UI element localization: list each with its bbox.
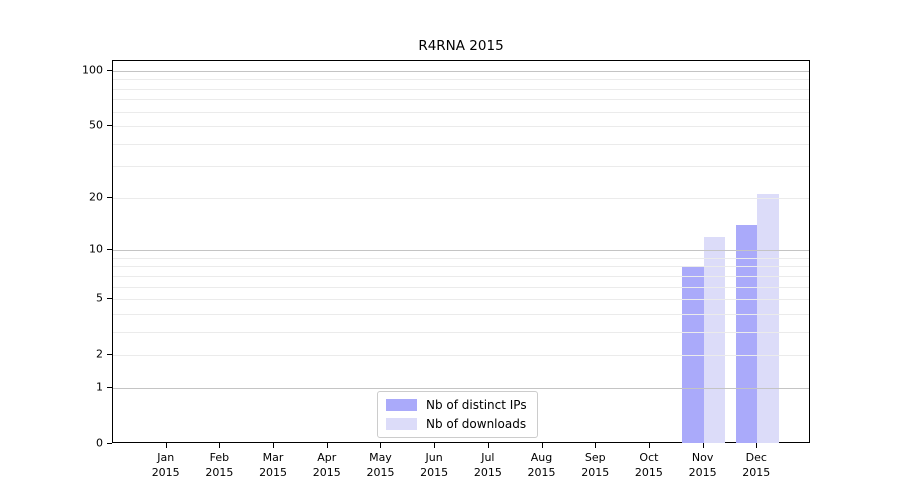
x-tick-label-mar: Mar 2015	[259, 451, 288, 479]
legend-row-distinct-ips: Nb of distinct IPs	[386, 398, 527, 412]
y-tick-mark	[107, 196, 112, 198]
gridline-minor	[113, 331, 809, 333]
bar-distinct-ips-nov	[682, 266, 704, 443]
x-tick-label-jul: Jul 2015	[473, 451, 502, 479]
legend-swatch-downloads	[386, 418, 417, 430]
y-tick-label: 5	[96, 291, 103, 305]
gridline-major	[113, 387, 809, 389]
x-tick-mark	[273, 443, 275, 448]
plot-area	[112, 60, 810, 443]
gridline-minor	[113, 99, 809, 101]
gridline-minor	[113, 88, 809, 90]
x-tick-label-may: May 2015	[366, 451, 395, 479]
x-tick-mark	[487, 443, 489, 448]
x-tick-label-jan: Jan 2015	[151, 451, 180, 479]
gridline-minor	[113, 266, 809, 268]
gridline-minor	[113, 111, 809, 113]
gridline-major	[113, 71, 809, 72]
x-tick-mark	[756, 443, 758, 448]
legend-row-downloads: Nb of downloads	[386, 417, 527, 431]
gridline-minor	[113, 79, 809, 81]
gridline-minor	[113, 197, 809, 199]
y-tick-mark	[107, 125, 112, 127]
x-tick-mark	[326, 443, 328, 448]
gridline-minor	[113, 143, 809, 145]
x-tick-label-sep: Sep 2015	[581, 451, 610, 479]
x-tick-mark	[219, 443, 221, 448]
x-tick-mark	[541, 443, 543, 448]
x-tick-label-jun: Jun 2015	[420, 451, 449, 479]
gridline-minor	[113, 313, 809, 315]
bar-downloads-dec	[757, 194, 779, 443]
x-tick-mark	[434, 443, 436, 448]
y-tick-label: 20	[89, 190, 103, 204]
gridline-minor	[113, 299, 809, 301]
y-tick-mark	[107, 249, 112, 251]
x-tick-label-apr: Apr 2015	[312, 451, 341, 479]
x-tick-label-oct: Oct 2015	[634, 451, 663, 479]
x-tick-label-nov: Nov 2015	[688, 451, 717, 479]
chart-title: R4RNA 2015	[418, 38, 504, 54]
y-tick-mark	[107, 386, 112, 388]
x-tick-label-aug: Aug 2015	[527, 451, 556, 479]
bar-downloads-nov	[703, 236, 726, 443]
y-tick-label: 50	[89, 118, 103, 132]
gridline-minor	[113, 275, 809, 277]
gridline-minor	[113, 286, 809, 288]
y-tick-label: 0	[96, 436, 103, 450]
x-tick-mark	[380, 443, 382, 448]
legend-swatch-distinct-ips	[386, 399, 417, 411]
y-tick-mark	[107, 354, 112, 356]
y-tick-mark	[107, 70, 112, 71]
legend-label-downloads: Nb of downloads	[426, 417, 527, 431]
x-tick-mark	[648, 443, 650, 448]
x-tick-mark	[595, 443, 597, 448]
y-tick-label: 1	[96, 380, 103, 394]
y-tick-mark	[107, 298, 112, 300]
y-tick-label: 2	[96, 347, 103, 361]
gridline-minor	[113, 257, 809, 259]
gridline-minor	[113, 126, 809, 128]
gridline-major	[113, 250, 809, 252]
legend-label-distinct-ips: Nb of distinct IPs	[426, 398, 527, 412]
y-tick-mark	[107, 443, 112, 444]
gridline-minor	[113, 166, 809, 168]
gridline-minor	[113, 355, 809, 357]
y-tick-label: 10	[89, 242, 103, 256]
x-tick-label-dec: Dec 2015	[742, 451, 771, 479]
y-tick-label: 100	[82, 63, 103, 77]
legend: Nb of distinct IPs Nb of downloads	[377, 391, 538, 438]
x-tick-label-feb: Feb 2015	[205, 451, 234, 479]
x-tick-mark	[165, 443, 167, 448]
x-tick-mark	[702, 443, 704, 448]
